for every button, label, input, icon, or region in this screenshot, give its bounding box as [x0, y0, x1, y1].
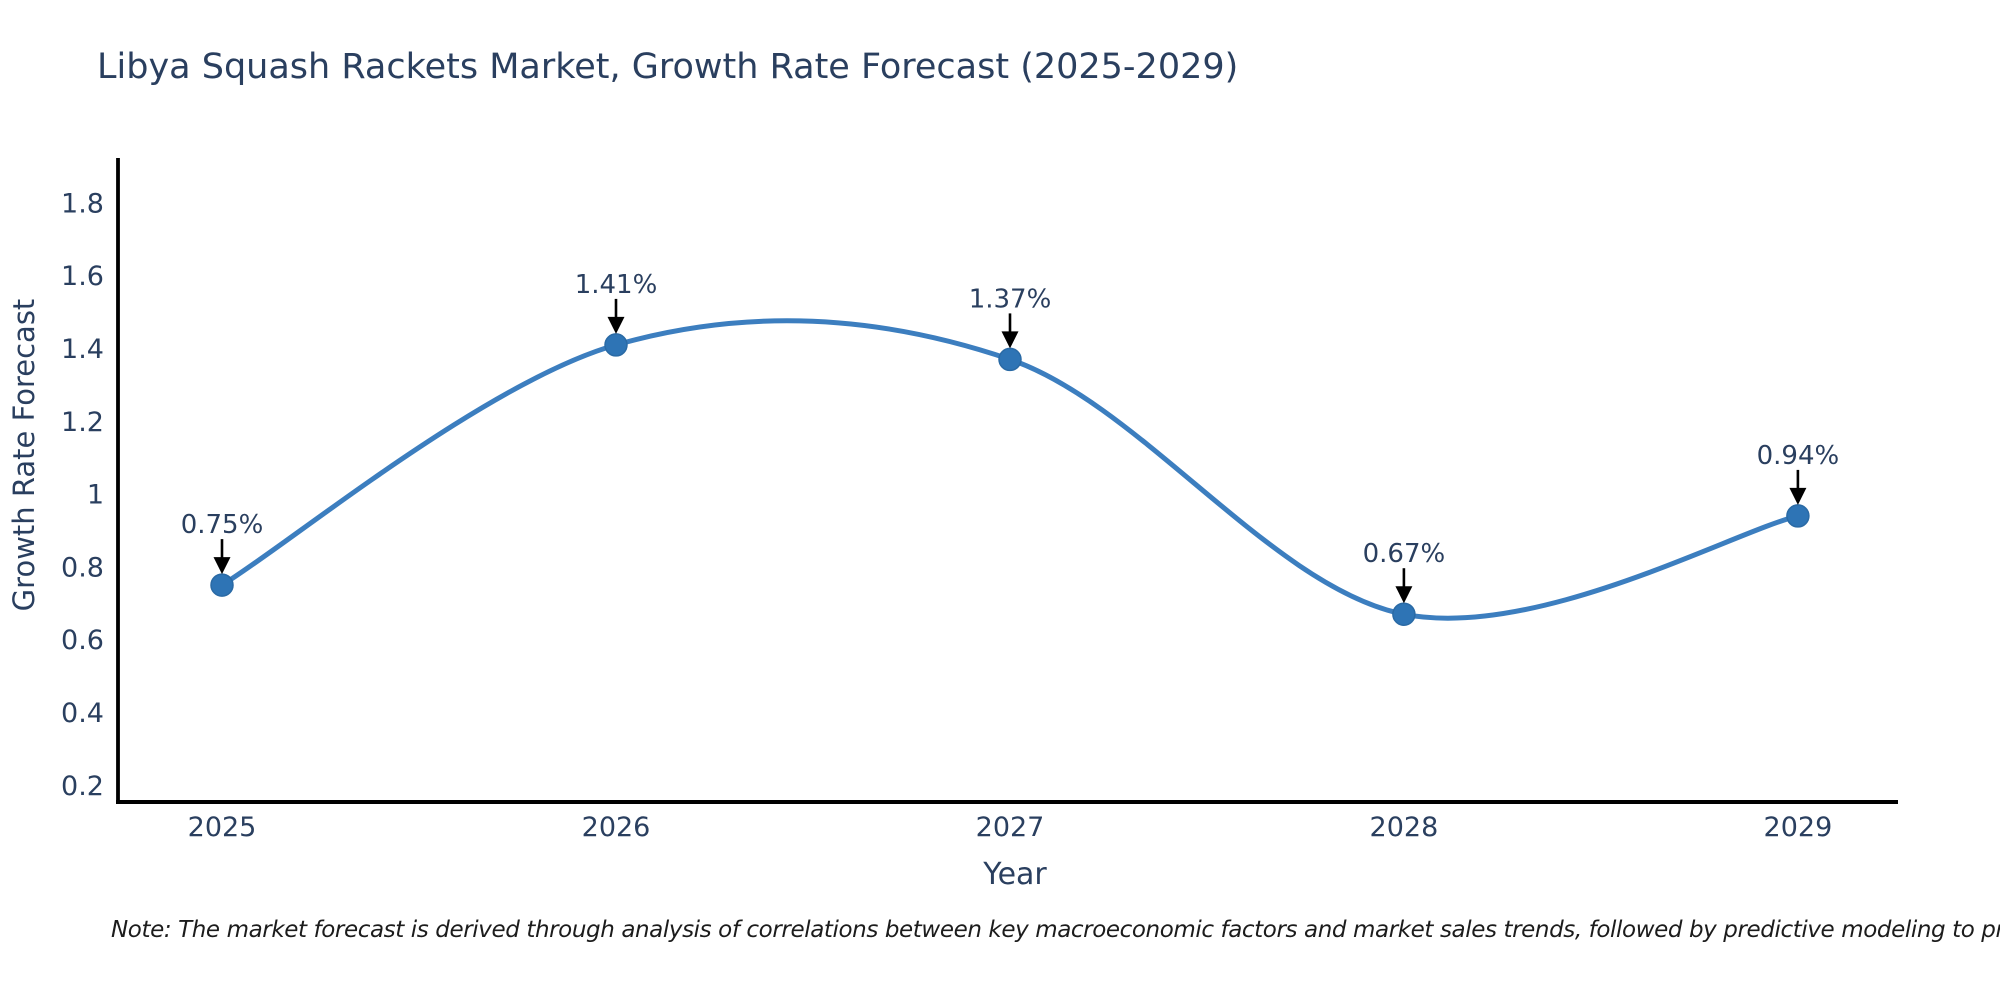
point-annotation: 1.41%	[575, 270, 658, 334]
y-tick-label: 1.8	[61, 188, 104, 219]
point-annotation-label: 0.75%	[181, 510, 264, 540]
annotation-arrow-head	[213, 557, 231, 575]
y-tick-label: 0.2	[61, 771, 104, 802]
y-tick-label: 1.2	[61, 407, 104, 438]
annotation-arrow-head	[1789, 487, 1807, 505]
footnote: Note: The market forecast is derived thr…	[111, 917, 2000, 943]
data-point-marker	[1392, 602, 1416, 626]
point-annotation: 0.67%	[1363, 539, 1446, 604]
y-tick-label: 1.4	[61, 334, 104, 365]
point-annotation-label: 1.41%	[575, 270, 658, 300]
y-tick-label: 0.6	[61, 625, 104, 656]
point-annotation-label: 0.94%	[1757, 441, 1840, 471]
y-tick-label: 1	[87, 480, 104, 511]
annotation-arrow-head	[607, 316, 625, 334]
x-axis-title: Year	[982, 857, 1047, 892]
data-point-marker	[998, 347, 1022, 372]
x-tick-label: 2026	[582, 812, 651, 843]
y-tick-label: 0.4	[61, 698, 104, 729]
data-point-marker	[1786, 504, 1810, 528]
x-tick-label: 2029	[1764, 812, 1833, 843]
point-annotation-label: 0.67%	[1363, 539, 1446, 569]
point-annotation: 1.37%	[969, 284, 1052, 349]
x-tick-label: 2028	[1370, 812, 1439, 843]
x-tick-labels: 2025 2026 2027 2028 2029	[188, 812, 1833, 843]
point-annotation: 0.75%	[181, 510, 264, 575]
x-tick-label: 2025	[188, 812, 257, 843]
annotations: 0.75% 1.41% 1.37% 0.67% 0.94%	[181, 270, 1840, 604]
y-tick-label: 1.6	[61, 261, 104, 292]
chart-title: Libya Squash Rackets Market, Growth Rate…	[97, 47, 1238, 87]
y-tick-labels: 0.2 0.4 0.6 0.8 1 1.2 1.4 1.6 1.8	[61, 188, 104, 801]
x-tick-label: 2027	[976, 812, 1045, 843]
data-point-marker	[210, 573, 234, 597]
point-annotation-label: 1.37%	[969, 284, 1052, 314]
data-point-marker	[604, 333, 628, 357]
data-points	[210, 333, 1810, 626]
y-tick-label: 0.8	[61, 552, 104, 583]
point-annotation: 0.94%	[1757, 441, 1840, 505]
annotation-arrow-head	[1001, 331, 1019, 349]
annotation-arrow-head	[1395, 586, 1413, 604]
y-axis-title: Growth Rate Forecast	[7, 299, 41, 612]
